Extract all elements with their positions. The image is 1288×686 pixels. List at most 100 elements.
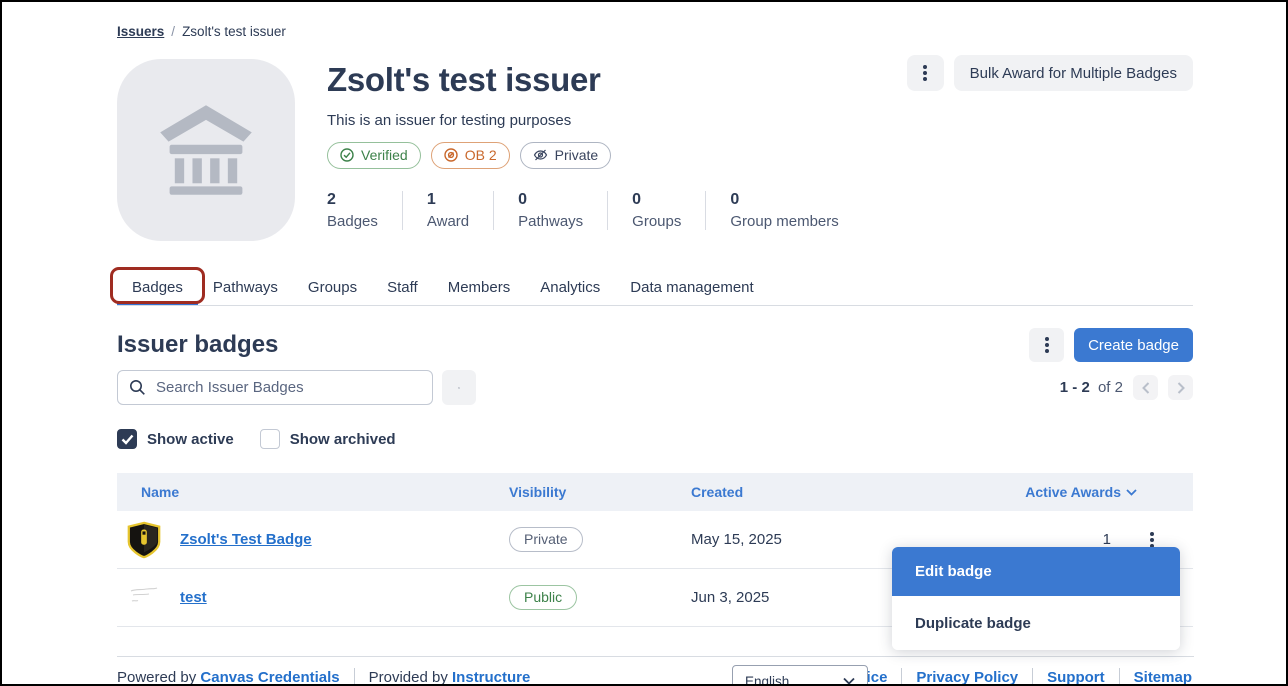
stat-award-value: 1 — [426, 191, 436, 208]
badge-link[interactable]: Zsolt's Test Badge — [180, 531, 312, 548]
tab-groups[interactable]: Groups — [307, 279, 358, 296]
stat-group-members-value: 0 — [730, 191, 740, 208]
shield-badge-icon — [127, 521, 161, 558]
canvas-credentials-link[interactable]: Canvas Credentials — [200, 668, 340, 686]
stat-groups: 0 Groups — [607, 191, 705, 230]
footer-attribution: Powered by Canvas Credentials Provided b… — [117, 668, 531, 686]
column-header-active-awards[interactable]: Active Awards — [987, 484, 1137, 500]
badges-kebab-menu-button[interactable] — [1029, 328, 1065, 362]
sketch-badge-icon — [130, 586, 158, 602]
pagination-next-button[interactable] — [1168, 375, 1193, 400]
chevron-down-icon — [843, 677, 855, 684]
tab-analytics[interactable]: Analytics — [540, 279, 601, 296]
issuer-stats: 2 Badges 1 Award 0 Pathways 0 Groups — [327, 191, 863, 230]
issuer-kebab-menu-button[interactable] — [906, 55, 944, 91]
language-select[interactable]: English — [732, 665, 868, 686]
issuer-header: Zsolt's test issuer This is an issuer fo… — [117, 55, 1193, 241]
chevron-down-icon — [1126, 488, 1137, 496]
row-kebab-menu-button[interactable] — [1137, 525, 1167, 555]
private-badge: Private — [519, 142, 612, 169]
kebab-icon — [1044, 343, 1049, 347]
issuer-status-pills: Verified OB 2 Private — [327, 142, 863, 169]
section-title: Issuer badges — [117, 331, 279, 358]
stat-award-label: Award — [426, 213, 470, 230]
powered-by-text: Powered by — [117, 668, 197, 686]
menu-item-duplicate-badge[interactable]: Duplicate badge — [892, 596, 1180, 650]
search-box — [117, 370, 433, 405]
section-actions: Create badge — [1029, 328, 1193, 362]
divider — [901, 668, 903, 684]
stat-badges: 2 Badges — [327, 191, 402, 230]
tab-badges-label: Badges — [132, 279, 183, 296]
chevron-left-icon — [1141, 381, 1149, 394]
issuer-tabs: Badges Pathways Groups Staff Members Ana… — [110, 267, 1193, 306]
tab-pathways[interactable]: Pathways — [212, 279, 278, 296]
pagination-prev-button[interactable] — [1133, 375, 1158, 400]
privacy-policy-link[interactable]: Privacy Policy — [916, 668, 1019, 686]
stat-award: 1 Award — [401, 191, 493, 230]
pagination-range: 1 - 2 — [1059, 379, 1090, 396]
check-icon — [121, 434, 133, 445]
column-header-name: Name — [141, 484, 180, 500]
stat-groups-value: 0 — [632, 191, 642, 208]
provided-by-text: Provided by — [368, 668, 448, 686]
issuer-badges-table: Name Visibility Created Active Awards — [117, 473, 1193, 627]
issuer-avatar — [117, 59, 295, 241]
stat-groups-label: Groups — [632, 213, 682, 230]
issuer-header-actions: Bulk Award for Multiple Badges — [906, 55, 1193, 91]
stat-pathways-value: 0 — [518, 191, 528, 208]
check-circle-icon — [340, 148, 354, 162]
kebab-icon — [1150, 537, 1154, 542]
badge-name-cell: test — [117, 579, 509, 617]
breadcrumb-issuers-link[interactable]: Issuers — [117, 24, 165, 39]
verified-label: Verified — [361, 147, 408, 163]
breadcrumb-separator: / — [171, 24, 176, 39]
search-row: 1 - 2 of 2 — [117, 370, 1193, 405]
badge-context-menu: Edit badge Duplicate badge — [892, 547, 1180, 650]
show-active-filter[interactable]: Show active — [117, 429, 234, 449]
footer: Powered by Canvas Credentials Provided b… — [117, 656, 1194, 686]
tab-members[interactable]: Members — [447, 279, 511, 296]
instructure-link[interactable]: Instructure — [452, 668, 531, 686]
badge-thumbnail — [125, 579, 163, 617]
breadcrumb: Issuers / Zsolt's test issuer — [117, 24, 1193, 39]
sitemap-link[interactable]: Sitemap — [1133, 668, 1192, 686]
tab-badges[interactable]: Badges — [110, 267, 205, 305]
support-link[interactable]: Support — [1047, 668, 1105, 686]
visibility-pill: Private — [509, 527, 583, 552]
stat-group-members: 0 Group members — [705, 191, 862, 230]
active-awards-label: Active Awards — [1025, 484, 1121, 500]
stat-badges-label: Badges — [327, 213, 378, 230]
stat-badges-value: 2 — [327, 191, 336, 208]
active-awards-count: 1 — [1102, 531, 1111, 548]
create-badge-button[interactable]: Create badge — [1074, 328, 1193, 362]
open-badge-icon — [444, 148, 458, 162]
ob2-badge: OB 2 — [430, 142, 510, 169]
kebab-icon — [923, 71, 928, 75]
created-date: Jun 3, 2025 — [691, 589, 770, 606]
menu-item-edit-badge[interactable]: Edit badge — [892, 547, 1180, 596]
tab-data-management[interactable]: Data management — [630, 279, 754, 296]
verified-badge: Verified — [327, 142, 421, 169]
eye-off-icon — [533, 149, 547, 161]
show-archived-checkbox[interactable] — [259, 429, 280, 449]
stat-group-members-label: Group members — [730, 213, 839, 230]
visibility-pill: Public — [509, 585, 578, 610]
tab-staff[interactable]: Staff — [387, 279, 418, 296]
divider — [353, 668, 355, 684]
language-select-value: English — [745, 673, 790, 686]
bank-icon — [160, 105, 252, 195]
badge-link[interactable]: test — [180, 589, 207, 606]
bulk-award-button[interactable]: Bulk Award for Multiple Badges — [953, 55, 1193, 91]
issuer-description: This is an issuer for testing purposes — [327, 112, 572, 129]
search-input[interactable] — [117, 370, 433, 405]
filter-row: Show active Show archived — [117, 429, 1193, 449]
badge-name-cell: Zsolt's Test Badge — [117, 521, 509, 559]
created-date: May 15, 2025 — [691, 531, 782, 548]
search-submit-button[interactable] — [442, 370, 476, 405]
show-archived-filter[interactable]: Show archived — [259, 429, 396, 449]
search-icon — [130, 380, 145, 395]
badge-thumbnail — [125, 521, 163, 559]
show-active-checkbox[interactable] — [117, 429, 137, 449]
